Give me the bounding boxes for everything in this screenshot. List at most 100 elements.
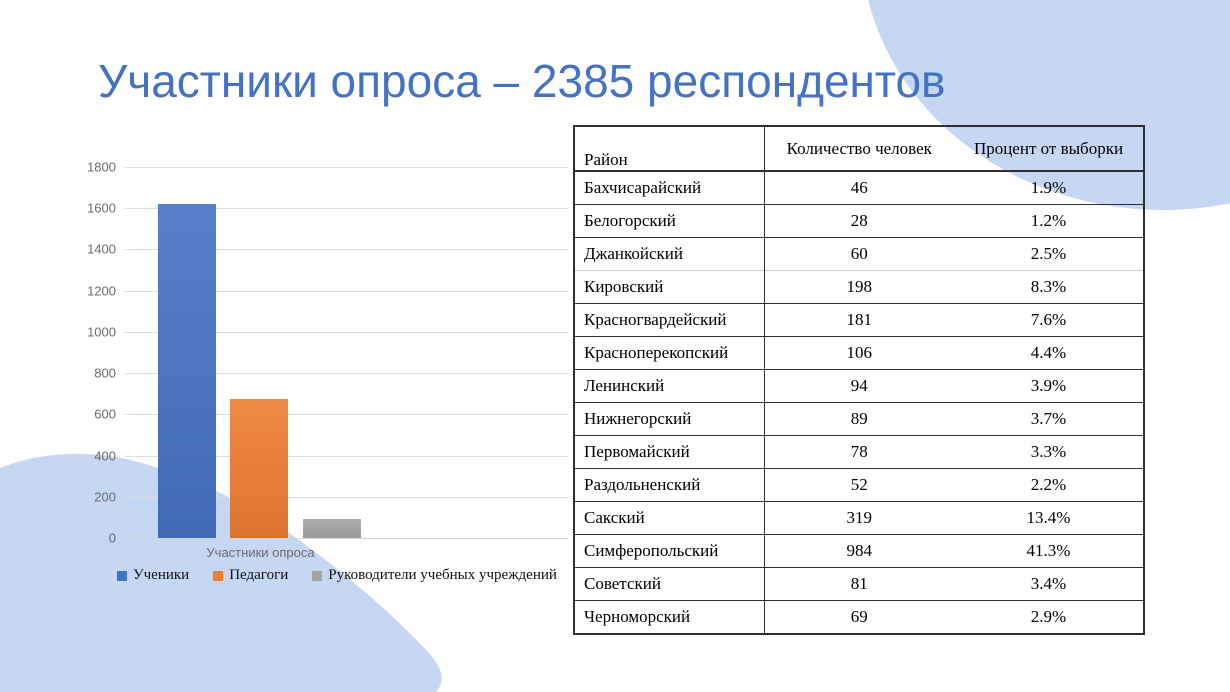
legend-label: Руководители учебных учреждений xyxy=(328,567,557,583)
table-cell: 69 xyxy=(764,600,954,634)
gridline xyxy=(125,167,568,168)
y-axis-tick: 600 xyxy=(94,406,116,422)
y-axis-tick: 1800 xyxy=(87,159,116,175)
chart-legend: Ученики Педагоги Руководители учебных учре… xyxy=(117,567,557,584)
y-axis-tick: 200 xyxy=(94,489,116,505)
table-row: Джанкойский 60 2.5% xyxy=(574,237,1144,271)
legend-item: Ученики xyxy=(117,567,189,584)
table-header-row: Район Количество человек Процент от выборк… xyxy=(574,126,1144,172)
table-row: Советский 81 3.4% xyxy=(574,567,1144,601)
table-cell: 319 xyxy=(764,501,954,535)
gridline xyxy=(125,208,568,210)
table-cell: 3.7% xyxy=(954,402,1144,436)
table-header-cell: Количество человек xyxy=(764,126,954,172)
legend-item: Руководители учебных учреждений xyxy=(312,567,557,584)
table-cell: 3.4% xyxy=(954,567,1144,601)
table-cell: 94 xyxy=(764,369,954,403)
table-cell: 81 xyxy=(764,567,954,601)
table-cell: 46 xyxy=(850,178,868,197)
table-cell: Кировский xyxy=(574,270,765,304)
table-row: Черноморский 69 2.9% xyxy=(574,600,1144,634)
table-header-cell: Район xyxy=(574,126,765,172)
table-cell: 181 xyxy=(764,303,954,337)
table-header-cell: Процент от выборки xyxy=(954,126,1144,172)
table-cell: 78 xyxy=(764,435,954,469)
gridline xyxy=(125,414,568,416)
bar-chart: 1800 1600 1400 1200 1000 800 600 400 200 0 Участн… xyxy=(0,0,600,692)
table-cell: Сакский xyxy=(574,501,765,535)
gridline xyxy=(125,249,568,251)
table-row: Первомайский 78 3.3% xyxy=(574,435,1144,469)
legend-item: Педагоги xyxy=(213,567,288,584)
table-cell: 41.3% xyxy=(954,534,1144,568)
table-cell: Красноперекопский xyxy=(574,336,765,370)
table-cell: Белогорский xyxy=(574,204,765,238)
bar xyxy=(303,519,361,538)
legend-label: Педагоги xyxy=(229,567,289,583)
table-cell: Ленинский xyxy=(574,369,765,403)
table-cell: Нижнегорский xyxy=(574,402,765,436)
y-axis-tick: 1400 xyxy=(87,241,116,257)
table-row: Раздольненский 52 2.2% xyxy=(574,468,1144,502)
table-cell: Раздольненский xyxy=(574,468,765,502)
table-cell: 2.9% xyxy=(954,600,1144,634)
y-axis-tick: 1600 xyxy=(87,200,116,216)
table-row: Красногвардейский 181 7.6% xyxy=(574,303,1144,337)
bar xyxy=(158,204,216,538)
table-row: Бахчисарайский 46 1.9% xyxy=(574,171,1144,205)
legend-swatch-icon xyxy=(213,570,224,581)
gridline xyxy=(125,538,568,539)
legend-swatch-icon xyxy=(117,570,127,581)
y-axis-tick: 800 xyxy=(94,365,116,381)
y-axis-tick: 400 xyxy=(94,448,116,464)
table-header: Район Количество человек Процент от выборк… xyxy=(574,126,1144,172)
districts-table: Район Количество человек Процент от выборк… xyxy=(573,125,1145,635)
y-axis-tick: 1200 xyxy=(87,283,116,299)
bar xyxy=(230,398,288,538)
table-cell: 60 xyxy=(764,237,954,271)
table-row: Кировский 198 8.3% xyxy=(574,270,1144,304)
table-row: Сакский 319 13.4% xyxy=(574,501,1144,535)
table-row: Нижнегорский 89 3.7% xyxy=(574,402,1144,436)
table-cell: 4.4% xyxy=(954,336,1144,370)
x-axis-label: Участники опроса xyxy=(206,545,315,560)
table-cell: 28 xyxy=(764,204,954,238)
gridline xyxy=(125,373,568,375)
table-cell: Бахчисарайский xyxy=(574,171,765,205)
table-cell: 3.9% xyxy=(954,369,1144,403)
table-row: Белогорский 28 1.2% xyxy=(574,204,1144,238)
gridline xyxy=(125,331,568,333)
table-cell: 52 xyxy=(764,468,954,502)
table-cell: 89 xyxy=(764,402,954,436)
table-row: Красноперекопский 106 4.4% xyxy=(574,336,1144,370)
slide-title: Участники опроса – 2385 респондентов xyxy=(98,55,946,107)
table-cell: 1.9% xyxy=(1030,178,1067,197)
gridline xyxy=(125,496,568,498)
y-axis-tick: 1000 xyxy=(87,324,116,340)
table-cell: 1.2% xyxy=(954,204,1144,238)
legend-swatch-icon xyxy=(312,570,323,581)
table-cell: 3.3% xyxy=(954,435,1144,469)
legend-label: Ученики xyxy=(133,567,190,583)
y-axis-tick: 0 xyxy=(108,530,116,546)
table-cell: Советский xyxy=(574,567,765,601)
table-cell: Джанкойский xyxy=(574,237,765,271)
table-cell: Первомайский xyxy=(574,435,765,469)
table-cell: Симферопольский xyxy=(574,534,765,568)
gridline xyxy=(125,455,568,457)
table-cell: 2.2% xyxy=(954,468,1144,502)
table-cell: 2.5% xyxy=(954,237,1144,271)
table-cell: 106 xyxy=(764,336,954,370)
table-row: Симферопольский 984 41.3% xyxy=(574,534,1144,568)
table-cell: 13.4% xyxy=(954,501,1144,535)
table-cell: Черноморский xyxy=(574,600,765,634)
table-cell: 7.6% xyxy=(954,303,1144,337)
table-row: Ленинский 94 3.9% xyxy=(574,369,1144,403)
table-cell: 8.3% xyxy=(954,270,1144,304)
table-cell: 984 xyxy=(764,534,954,568)
districts-table-wrap: Район Количество человек Процент от выборк… xyxy=(573,125,1145,635)
table-cell: Красногвардейский xyxy=(574,303,765,337)
table-cell: 198 xyxy=(764,270,954,304)
gridline xyxy=(125,290,568,292)
